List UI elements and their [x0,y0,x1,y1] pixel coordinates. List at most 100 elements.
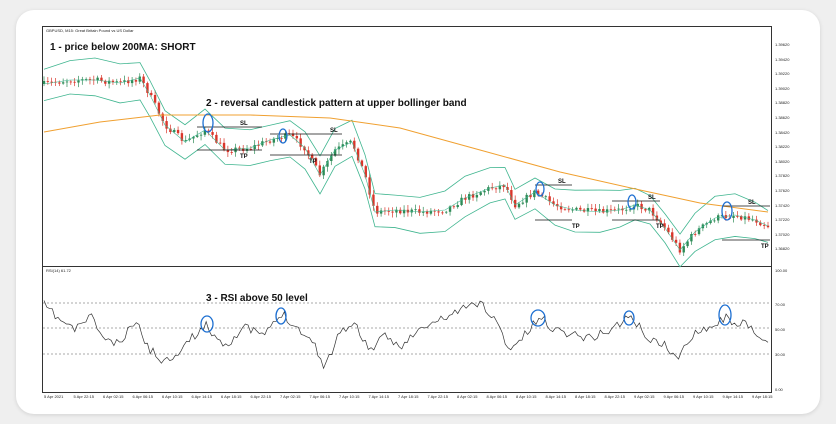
time-tick-label: 6 Apr 10:15 [162,394,183,399]
signal-marker [535,181,545,197]
candle-body [590,208,593,209]
time-tick-label: 8 Apr 02:15 [457,394,478,399]
candle-body [111,80,115,83]
candle-body [659,220,662,224]
candle-body [433,210,436,212]
rsi-tick-label: 0.00 [775,387,783,392]
candle-body [663,223,666,228]
candle-body [272,138,276,143]
candle-body [395,209,398,213]
candle-body [690,234,693,242]
time-tick-label: 6 Apr 18:15 [221,394,242,399]
candle-body [594,208,597,212]
candle-body [345,142,348,145]
candle-body [732,215,735,218]
candle-body [483,190,486,193]
candle-body [563,209,567,211]
price-chart-pane[interactable] [42,26,772,267]
signal-marker [278,128,288,144]
candle-body [119,81,122,83]
candle-body [280,138,283,140]
candle-body [230,152,233,153]
stop-loss-label: SL [648,195,656,201]
candle-body [299,138,302,147]
rsi-tick-label: 70.00 [775,302,786,307]
candle-body [88,78,92,80]
candle-body [42,81,46,84]
candle-body [751,219,754,221]
candle-body [766,225,770,228]
price-tick-label: 1.37620 [775,188,790,193]
stop-loss-label: SL [748,200,756,206]
candle-body [651,207,655,216]
candle-body [487,187,490,191]
candle-body [471,194,475,198]
candle-body [115,81,118,83]
candle-body [211,132,214,135]
candle-body [295,136,299,139]
take-profit-label: TP [309,159,317,165]
time-tick-label: 8 Apr 06:15 [486,394,507,399]
price-tick-label: 1.38820 [775,100,790,106]
candle-body [134,80,138,82]
candle-body [257,144,260,146]
candle-body [142,76,145,84]
candle-body [517,203,521,208]
candle-body [356,148,360,161]
candle-body [169,128,172,133]
rsi-title: RSI(14) 61.72 [46,268,71,273]
candle-body [276,138,279,140]
candle-body [575,207,578,210]
candle-body [387,210,390,212]
candle-body [326,161,329,167]
candle-body [441,212,444,214]
candle-body [502,185,505,188]
time-tick-label: 6 Apr 14:15 [191,394,212,399]
candle-body [96,77,99,81]
candle-body [422,211,425,213]
candle-body [291,133,295,137]
rsi-line [43,300,769,370]
signal-marker [721,201,733,221]
rsi-pane[interactable] [42,266,772,393]
candle-body [414,209,417,211]
candle-body [50,81,53,83]
bollinger-middle-band [43,77,769,251]
signal-marker [627,194,637,210]
candle-body [146,83,149,93]
price-tick-label: 1.39420 [775,56,790,62]
candle-body [548,196,551,202]
candle-body [567,209,571,211]
candle-body [671,232,674,240]
candle-body [739,216,743,220]
candle-body [636,203,639,207]
time-tick-label: 9 Apr 10:15 [693,394,714,399]
candle-body [521,202,525,204]
candle-body [360,160,364,167]
time-tick-label: 5 Apr 22:15 [73,394,94,399]
rsi-signal-marker [718,304,732,326]
time-tick-label: 9 Apr 14:15 [722,394,743,399]
candle-body [510,190,513,200]
candle-body [617,208,620,210]
candle-body [215,134,218,143]
candle-body [165,121,168,129]
candle-body [130,80,134,84]
time-tick-label: 6 Apr 06:15 [132,394,153,399]
signal-marker [202,113,214,133]
candle-body [529,194,532,198]
candle-body [437,211,440,213]
bollinger-lower-band [43,93,769,268]
candle-body [100,77,103,81]
time-tick-label: 5 Apr 2021 [44,394,64,399]
time-tick-label: 8 Apr 18:15 [575,394,596,399]
stop-loss-label: SL [240,121,248,127]
candle-body [682,246,685,253]
candle-body [322,166,325,176]
price-tick-label: 1.38220 [775,144,790,150]
candle-body [628,209,632,211]
candle-body [686,241,689,247]
price-tick-label: 1.39020 [775,85,790,91]
candle-body [678,242,682,253]
